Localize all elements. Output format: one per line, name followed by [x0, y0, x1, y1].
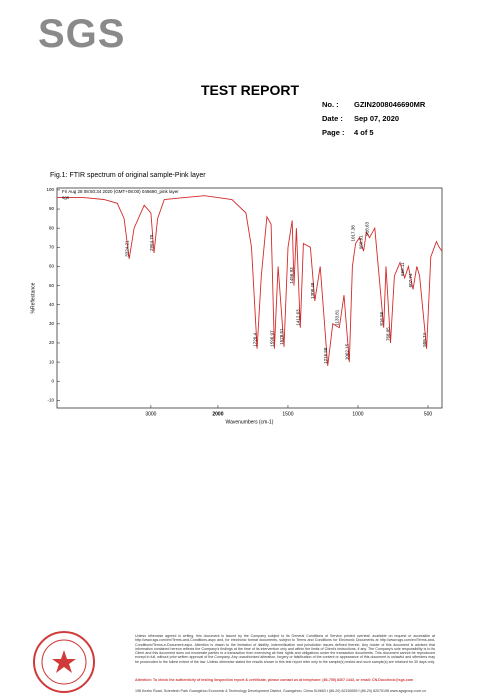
field-row: Date : Sep 07, 2020 — [322, 112, 425, 126]
logo: SGS — [38, 12, 126, 56]
x-tick-label: 1000 — [352, 411, 363, 417]
report-fields: No. : GZIN2008046690MR Date : Sep 07, 2020 P… — [322, 98, 425, 140]
chart: -10 0 10 20 30 40 50 60 70 80 90 100 3000 2000 1500 100… — [30, 187, 443, 425]
field-row: Page : 4 of 5 — [322, 126, 425, 140]
chart-subtitle: sgs — [62, 195, 70, 200]
peak-label: 3324.21 — [124, 240, 129, 257]
y-tick-label: 90 — [49, 206, 55, 211]
peak-label: 1062.15 — [344, 343, 349, 360]
peak-label: 1596.97 — [270, 330, 275, 347]
x-tick-label: 500 — [424, 411, 433, 417]
peak-label: 607.74 — [408, 273, 413, 287]
y-tick-label: 60 — [49, 264, 55, 269]
peak-label: 509.74 — [422, 332, 427, 346]
figure-caption: Fig.1: FTIR spectrum of original sample-… — [50, 172, 206, 179]
peak-label: 1456.93 — [289, 267, 294, 284]
x-tick-label: 2000 — [212, 411, 223, 417]
peak-label: 1720.4 — [252, 332, 257, 346]
y-tick-label: 0 — [51, 378, 54, 383]
plot-frame — [56, 187, 443, 409]
y-tick-label: 40 — [49, 302, 55, 307]
y-tick-label: -10 — [47, 398, 54, 403]
peak-label: 1017.38 — [351, 225, 356, 242]
y-tick-label: 100 — [46, 187, 54, 192]
field-label: Page : — [322, 128, 345, 137]
y-tick-label: 80 — [49, 225, 55, 230]
peak-label: 816.56 — [379, 311, 384, 325]
stamp-ring — [33, 631, 95, 693]
spectrum-line — [57, 195, 443, 366]
field-value: GZIN2008046690MR — [354, 100, 426, 109]
field-value: 4 of 5 — [354, 128, 374, 137]
attention: Attention: To check the authenticity of … — [135, 678, 414, 682]
peak-label: 1216.58 — [323, 347, 328, 364]
x-tick-label: 3000 — [145, 411, 156, 417]
y-tick-label: 20 — [49, 340, 55, 345]
peak-label: 768.05 — [386, 327, 391, 341]
peak-label: 2954.70 — [149, 234, 154, 251]
x-axis-label: Wavenumbers (cm-1) — [226, 419, 274, 425]
y-axis-label: %Reflectance — [30, 282, 36, 313]
peak-label: 666.11 — [400, 262, 405, 276]
field-row: No. : GZIN2008046690MR — [322, 98, 425, 112]
disclaimer: Unless otherwise agreed in writing, this… — [135, 634, 435, 664]
y-tick-label: 50 — [49, 283, 55, 288]
report-title: TEST REPORT — [200, 82, 299, 98]
peak-label: 1528.51 — [279, 328, 284, 345]
address: 198 Kezhu Road, Scientech Park Guangzhou… — [135, 689, 427, 693]
x-tick-label: 1500 — [282, 411, 293, 417]
peak-label: 1133.81 — [334, 309, 339, 325]
legend-entry: Fri Aug 28 08:50:34 2020 (GMT+08:00) 046… — [62, 189, 179, 194]
peak-label: 1308.48 — [310, 282, 315, 299]
stamp — [33, 631, 95, 693]
peak-label: 1412.63 — [295, 309, 300, 326]
peak-label: 960.81 — [359, 235, 364, 249]
stamp-inner — [41, 639, 87, 685]
y-tick-label: 30 — [49, 321, 55, 326]
peak-label: 918.63 — [365, 221, 370, 235]
stamp-star — [52, 650, 76, 673]
field-label: Date : — [322, 114, 343, 123]
y-tick-label: 10 — [49, 359, 55, 364]
field-value: Sep 07, 2020 — [354, 114, 400, 123]
field-label: No. : — [322, 100, 339, 109]
y-tick-label: 70 — [49, 244, 55, 249]
